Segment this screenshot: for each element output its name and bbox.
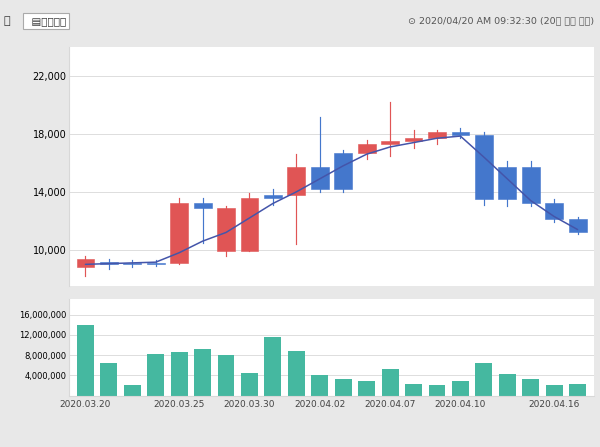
Bar xyxy=(475,135,493,199)
Bar xyxy=(475,363,492,396)
Bar xyxy=(217,208,235,251)
Text: ⊙ 2020/04/20 AM 09:32:30 (20분 지연 정보): ⊙ 2020/04/20 AM 09:32:30 (20분 지연 정보) xyxy=(408,17,594,25)
Bar xyxy=(218,355,235,396)
Bar xyxy=(522,379,539,396)
Bar xyxy=(405,384,422,396)
Bar xyxy=(546,385,563,396)
Bar xyxy=(77,258,94,267)
Bar xyxy=(428,385,445,396)
Bar xyxy=(358,144,376,153)
Bar xyxy=(77,325,94,396)
Bar xyxy=(428,132,446,138)
Bar xyxy=(404,138,422,141)
Bar xyxy=(358,381,375,396)
Bar xyxy=(545,203,563,219)
Bar xyxy=(170,203,188,263)
Bar xyxy=(382,369,398,396)
Bar xyxy=(264,195,282,198)
Bar xyxy=(499,374,516,396)
Text: 업: 업 xyxy=(3,16,10,26)
Bar xyxy=(311,167,329,189)
Bar xyxy=(452,132,469,135)
Bar xyxy=(311,375,328,396)
Bar xyxy=(335,380,352,396)
Bar xyxy=(100,262,118,264)
Bar xyxy=(265,337,281,396)
Bar xyxy=(241,198,259,251)
Bar xyxy=(288,350,305,396)
Bar xyxy=(194,349,211,396)
Bar xyxy=(452,381,469,396)
Bar xyxy=(499,167,516,199)
Bar xyxy=(124,263,141,264)
Bar xyxy=(334,153,352,189)
Bar xyxy=(522,167,539,203)
Bar xyxy=(124,385,141,396)
Bar xyxy=(569,219,587,232)
Bar xyxy=(147,354,164,396)
Bar xyxy=(171,352,188,396)
Text: ▤바로가기: ▤바로가기 xyxy=(25,16,67,26)
Bar xyxy=(100,363,117,396)
Bar xyxy=(147,263,164,264)
Bar xyxy=(287,167,305,195)
Bar xyxy=(569,384,586,396)
Bar xyxy=(381,141,399,144)
Bar xyxy=(194,203,212,208)
Bar xyxy=(241,373,258,396)
